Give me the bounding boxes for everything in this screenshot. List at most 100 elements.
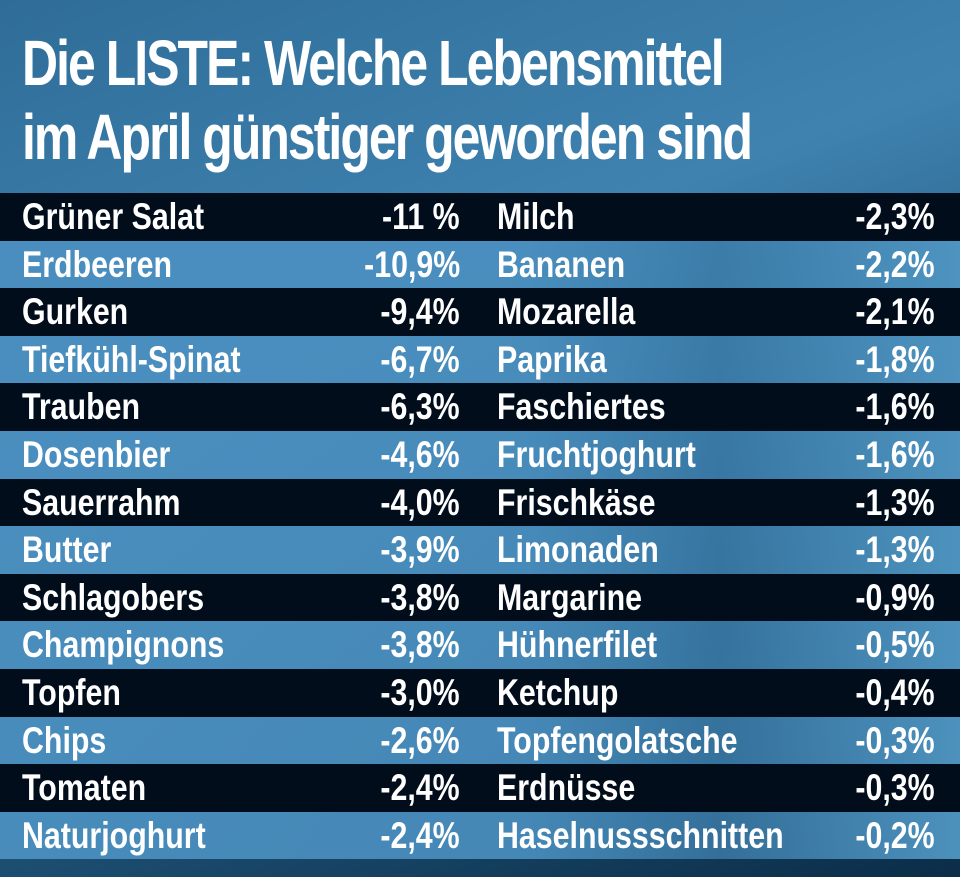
- item-value-left: -9,4%: [363, 288, 460, 336]
- item-value-text: -2,3%: [855, 196, 935, 237]
- item-name-text: Erdnüsse: [497, 767, 636, 809]
- item-name-left: Tomaten: [22, 764, 173, 812]
- item-name-right: Haselnussschnitten: [497, 812, 847, 860]
- item-value-text: -3,0%: [380, 671, 460, 713]
- item-value-right: -0,5%: [838, 621, 935, 669]
- item-value-left: -4,6%: [363, 431, 460, 479]
- item-value-right: -1,3%: [838, 479, 935, 527]
- item-value-text: -9,4%: [380, 291, 460, 333]
- item-value-right: -0,2%: [838, 812, 935, 860]
- item-value-left: -6,7%: [363, 336, 460, 384]
- item-name-text: Faschiertes: [497, 386, 666, 428]
- item-name-text: Tomaten: [22, 767, 147, 809]
- item-name-right: Topfengolatsche: [497, 717, 790, 765]
- item-value-left: -11 %: [365, 193, 460, 241]
- item-value-left: -10,9%: [343, 241, 460, 289]
- item-value-text: -1,8%: [855, 338, 935, 380]
- item-value-text: -4,6%: [380, 433, 460, 475]
- item-value-text: -0,9%: [855, 576, 935, 618]
- item-name-text: Sauerrahm: [22, 481, 181, 523]
- item-name-right: Erdnüsse: [497, 764, 666, 812]
- item-name-text: Mozarella: [497, 291, 636, 333]
- item-name-text: Grüner Salat: [22, 196, 205, 237]
- item-value-text: -0,2%: [855, 814, 935, 856]
- item-name-left: Erdbeeren: [22, 241, 205, 289]
- item-name-right: Limonaden: [497, 526, 694, 574]
- table-row: Tomaten -2,4% Erdnüsse -0,3%: [0, 764, 960, 812]
- item-name-left: Trauben: [22, 383, 166, 431]
- item-value-text: -2,4%: [380, 814, 460, 856]
- item-value-right: -0,3%: [838, 717, 935, 765]
- item-name-left: Schlagobers: [22, 574, 244, 622]
- table-row: Grüner Salat -11 % Milch -2,3%: [0, 193, 960, 241]
- item-name-right: Mozarella: [497, 288, 666, 336]
- item-name-text: Ketchup: [497, 671, 619, 713]
- item-name-text: Champignons: [22, 624, 225, 666]
- item-value-right: -2,2%: [838, 241, 935, 289]
- table-row: Topfen -3,0% Ketchup -0,4%: [0, 668, 960, 717]
- item-value-right: -1,3%: [838, 526, 935, 574]
- item-name-right: Margarine: [497, 574, 674, 622]
- table-row: Gurken -9,4% Mozarella -2,1%: [0, 288, 960, 336]
- title-line-2: im April günstiger geworden sind: [22, 101, 753, 173]
- item-value-right: -2,1%: [838, 288, 935, 336]
- item-value-right: -0,3%: [838, 764, 935, 812]
- item-name-text: Tiefkühl-Spinat: [22, 338, 241, 380]
- table-row: Trauben -6,3% Faschiertes -1,6%: [0, 383, 960, 431]
- item-value-text: -3,9%: [380, 529, 460, 571]
- item-name-left: Sauerrahm: [22, 479, 215, 527]
- item-name-left: Naturjoghurt: [22, 812, 246, 860]
- item-value-left: -2,6%: [363, 717, 460, 765]
- item-name-right: Ketchup: [497, 669, 645, 717]
- item-value-text: -2,6%: [380, 719, 460, 761]
- item-name-right: Hühnerfilet: [497, 621, 692, 669]
- item-name-text: Paprika: [497, 338, 607, 380]
- table-row: Erdbeeren -10,9% Bananen -2,2%: [0, 240, 960, 289]
- item-name-text: Topfengolatsche: [497, 719, 738, 761]
- item-value-text: -1,3%: [855, 481, 935, 523]
- item-value-right: -1,6%: [838, 431, 935, 479]
- item-value-text: -0,5%: [855, 624, 935, 666]
- item-value-left: -4,0%: [363, 479, 460, 527]
- item-value-text: -11 %: [382, 196, 460, 237]
- item-value-left: -2,4%: [363, 764, 460, 812]
- item-value-left: -3,8%: [363, 574, 460, 622]
- title-line-1: Die LISTE: Welche Lebensmittel: [22, 27, 725, 99]
- item-value-text: -3,8%: [380, 576, 460, 618]
- item-name-left: Gurken: [22, 288, 152, 336]
- item-name-text: Trauben: [22, 386, 141, 428]
- item-value-left: -3,8%: [363, 621, 460, 669]
- item-name-text: Frischkäse: [497, 481, 656, 523]
- item-value-left: -6,3%: [363, 383, 460, 431]
- item-name-text: Erdbeeren: [22, 243, 173, 285]
- item-name-text: Gurken: [22, 291, 129, 333]
- item-value-right: -0,9%: [838, 574, 935, 622]
- item-value-left: -3,0%: [363, 669, 460, 717]
- item-value-left: -2,4%: [363, 812, 460, 860]
- item-name-text: Milch: [497, 196, 575, 237]
- table-row: Sauerrahm -4,0% Frischkäse -1,3%: [0, 478, 960, 527]
- item-name-left: Butter: [22, 526, 131, 574]
- item-value-right: -1,8%: [838, 336, 935, 384]
- table-row: Schlagobers -3,8% Margarine -0,9%: [0, 573, 960, 622]
- item-value-text: -6,7%: [380, 338, 460, 380]
- item-value-text: -2,1%: [855, 291, 935, 333]
- table-row: Tiefkühl-Spinat -6,7% Paprika -1,8%: [0, 335, 960, 384]
- item-name-text: Bananen: [497, 243, 626, 285]
- item-name-text: Fruchtjoghurt: [497, 433, 696, 475]
- item-value-text: -0,3%: [855, 767, 935, 809]
- item-name-left: Champignons: [22, 621, 269, 669]
- page-title: Die LISTE: Welche Lebensmittel im April …: [22, 26, 958, 174]
- table-row: Naturjoghurt -2,4% Haselnussschnitten -0,2%: [0, 811, 960, 860]
- item-name-left: Dosenbier: [22, 431, 203, 479]
- price-table: Grüner Salat -11 % Milch -2,3% Erdbeeren -10,…: [0, 193, 960, 860]
- item-value-text: -0,3%: [855, 719, 935, 761]
- item-value-text: -6,3%: [380, 386, 460, 428]
- item-name-text: Chips: [22, 719, 107, 761]
- item-value-right: -0,4%: [838, 669, 935, 717]
- item-value-text: -4,0%: [380, 481, 460, 523]
- item-name-text: Topfen: [22, 671, 121, 713]
- item-name-left: Grüner Salat: [22, 193, 244, 241]
- item-value-text: -2,2%: [855, 243, 935, 285]
- item-name-left: Tiefkühl-Spinat: [22, 336, 289, 384]
